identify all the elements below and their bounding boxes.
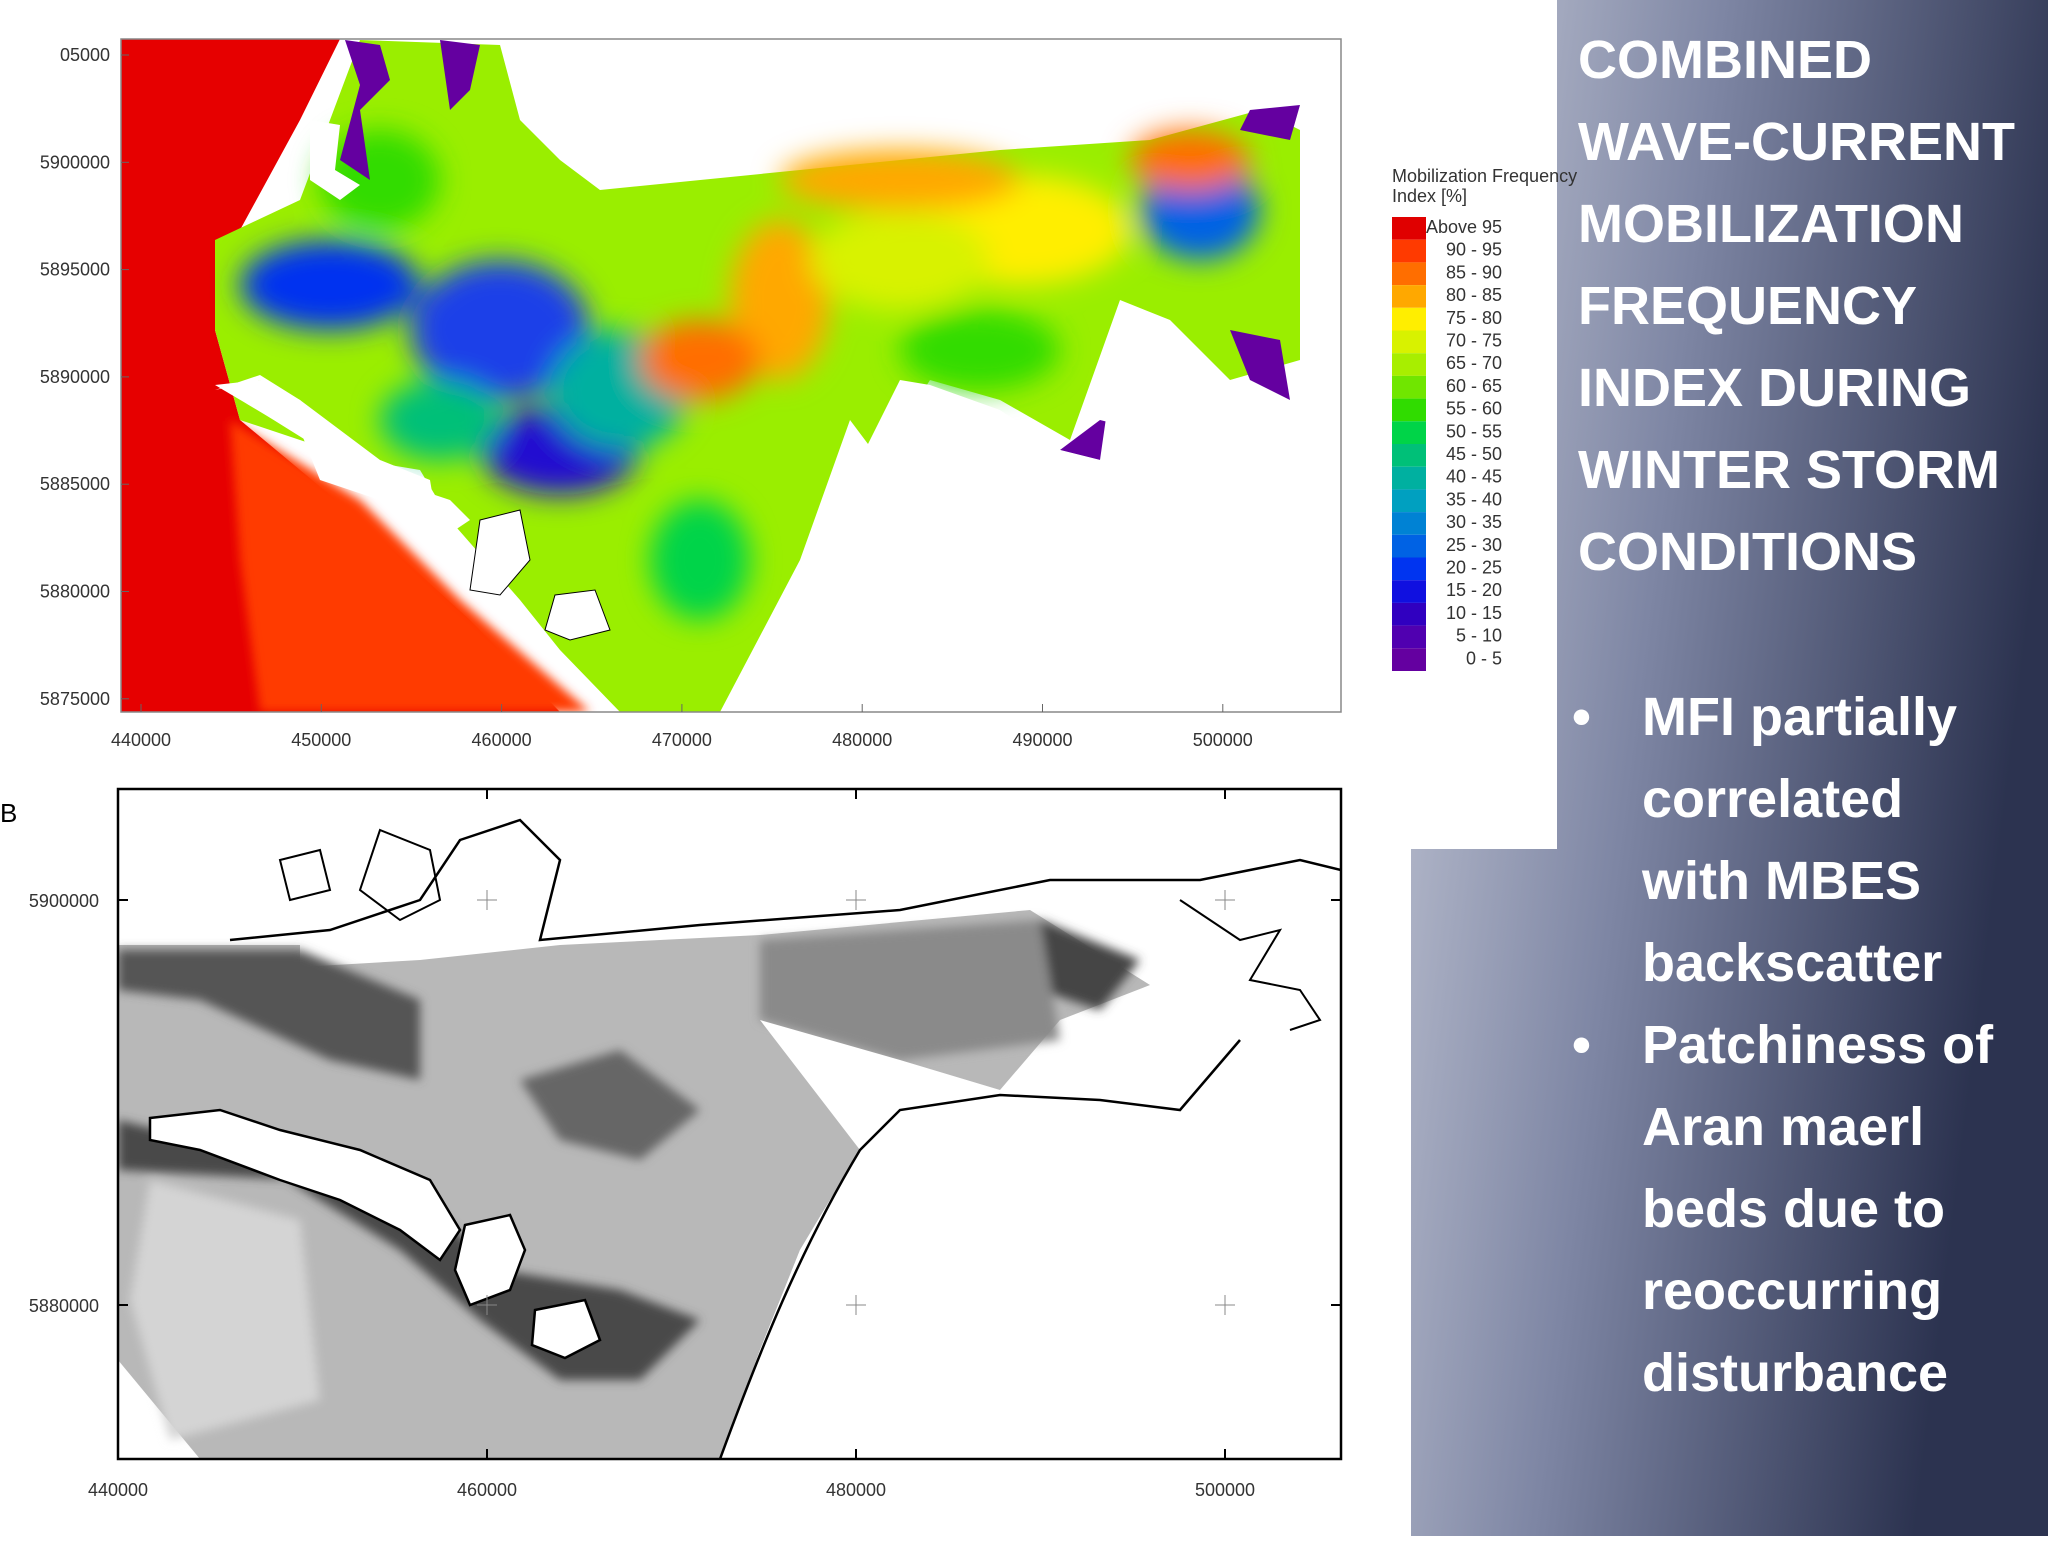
- y-tick-label: 5900000: [29, 891, 99, 911]
- bullet-line: correlated: [1642, 769, 1903, 829]
- legend-swatch: [1392, 444, 1426, 467]
- slide-text: COMBINED WAVE-CURRENT MOBILIZATION FREQUENC…: [1572, 30, 2015, 1403]
- bullet-line: beds due to: [1642, 1179, 1945, 1239]
- legend-swatch: [1392, 512, 1426, 535]
- bullet-line: MFI partially: [1642, 687, 1957, 747]
- bullet-line: Patchiness of: [1642, 1015, 1994, 1075]
- legend-swatch: [1392, 580, 1426, 603]
- legend-swatch: [1392, 648, 1426, 671]
- legend-label: 10 - 15: [1446, 603, 1502, 623]
- bullet-dot: •: [1572, 687, 1591, 747]
- legend-swatch: [1392, 398, 1426, 422]
- legend-title: Mobilization Frequency: [1392, 166, 1577, 186]
- legend-swatch: [1392, 285, 1426, 308]
- y-tick-label: 5900000: [40, 152, 110, 172]
- legend-label: 90 - 95: [1446, 240, 1502, 260]
- legend-label: 5 - 10: [1456, 626, 1502, 646]
- legend-label: 55 - 60: [1446, 399, 1502, 419]
- x-tick-label: 500000: [1195, 1480, 1255, 1500]
- y-tick-label: 5880000: [40, 582, 110, 602]
- x-tick-label: 450000: [291, 730, 351, 750]
- legend-label: 65 - 70: [1446, 353, 1502, 373]
- legend-label: 50 - 55: [1446, 421, 1502, 441]
- legend-swatch: [1392, 239, 1426, 263]
- x-tick-label: 440000: [88, 1480, 148, 1500]
- legend-label: 60 - 65: [1446, 376, 1502, 396]
- bullet-line: Aran maerl: [1642, 1097, 1924, 1157]
- legend-swatch: [1392, 625, 1426, 649]
- legend-label: 15 - 20: [1446, 580, 1502, 600]
- title-line: FREQUENCY: [1578, 276, 1917, 336]
- legend-swatch: [1392, 375, 1426, 399]
- legend-swatch: [1392, 217, 1426, 240]
- mobilization-map: [121, 39, 1341, 712]
- map-frame: [116, 787, 1343, 1461]
- x-tick-label: 470000: [652, 730, 712, 750]
- title-line: INDEX DURING: [1578, 358, 1971, 418]
- legend-swatch: [1392, 466, 1426, 490]
- x-tick-label: 460000: [472, 730, 532, 750]
- legend-title: Index [%]: [1392, 186, 1467, 206]
- legend-swatch: [1392, 557, 1426, 581]
- y-tick-label: 05000: [60, 45, 110, 65]
- title-line: MOBILIZATION: [1578, 194, 1964, 254]
- backscatter-map: [118, 818, 1341, 1459]
- legend-swatch: [1392, 307, 1426, 331]
- map-frame: [120, 38, 1342, 713]
- x-tick-label: 500000: [1193, 730, 1253, 750]
- x-tick-label: 480000: [826, 1480, 886, 1500]
- y-tick-label: 5895000: [40, 260, 110, 280]
- bullet-line: with MBES: [1641, 851, 1921, 911]
- y-tick-label: 5885000: [40, 474, 110, 494]
- legend-label: 80 - 85: [1446, 285, 1502, 305]
- title-line: WAVE-CURRENT: [1578, 112, 2015, 172]
- title-line: COMBINED: [1578, 30, 1872, 90]
- legend-swatch: [1392, 602, 1426, 626]
- x-tick-label: 490000: [1012, 730, 1072, 750]
- legend-label: 45 - 50: [1446, 444, 1502, 464]
- legend-swatch: [1392, 330, 1426, 354]
- x-tick-label: 480000: [832, 730, 892, 750]
- x-tick-label: 440000: [111, 730, 171, 750]
- legend-label: 40 - 45: [1446, 467, 1502, 487]
- x-tick-label: 460000: [457, 1480, 517, 1500]
- legend-label: 25 - 30: [1446, 535, 1502, 555]
- y-tick-label: 5875000: [40, 689, 110, 709]
- legend-label: 30 - 35: [1446, 512, 1502, 532]
- legend-label: 85 - 90: [1446, 262, 1502, 282]
- title-line: WINTER STORM: [1578, 440, 2000, 500]
- legend-label: 20 - 25: [1446, 558, 1502, 578]
- bullet-dot: •: [1572, 1015, 1591, 1075]
- legend-label: 75 - 80: [1446, 308, 1502, 328]
- legend-swatch: [1392, 353, 1426, 376]
- legend-label: 70 - 75: [1446, 331, 1502, 351]
- bullet-line: backscatter: [1642, 933, 1942, 993]
- legend-label: Above 95: [1426, 217, 1502, 237]
- legend-swatch: [1392, 534, 1426, 558]
- legend-swatch: [1392, 421, 1426, 444]
- side-panel: [1411, 0, 2048, 1536]
- legend-swatch: [1392, 262, 1426, 286]
- panel-label: B: [0, 798, 17, 828]
- y-tick-label: 5880000: [29, 1296, 99, 1316]
- legend-swatch: [1392, 489, 1426, 513]
- legend-label: 0 - 5: [1466, 648, 1502, 668]
- legend-label: 35 - 40: [1446, 489, 1502, 509]
- title-line: CONDITIONS: [1578, 522, 1917, 582]
- bullet-line: disturbance: [1642, 1343, 1948, 1403]
- bullet-line: reoccurring: [1642, 1261, 1942, 1321]
- y-tick-label: 5890000: [40, 367, 110, 387]
